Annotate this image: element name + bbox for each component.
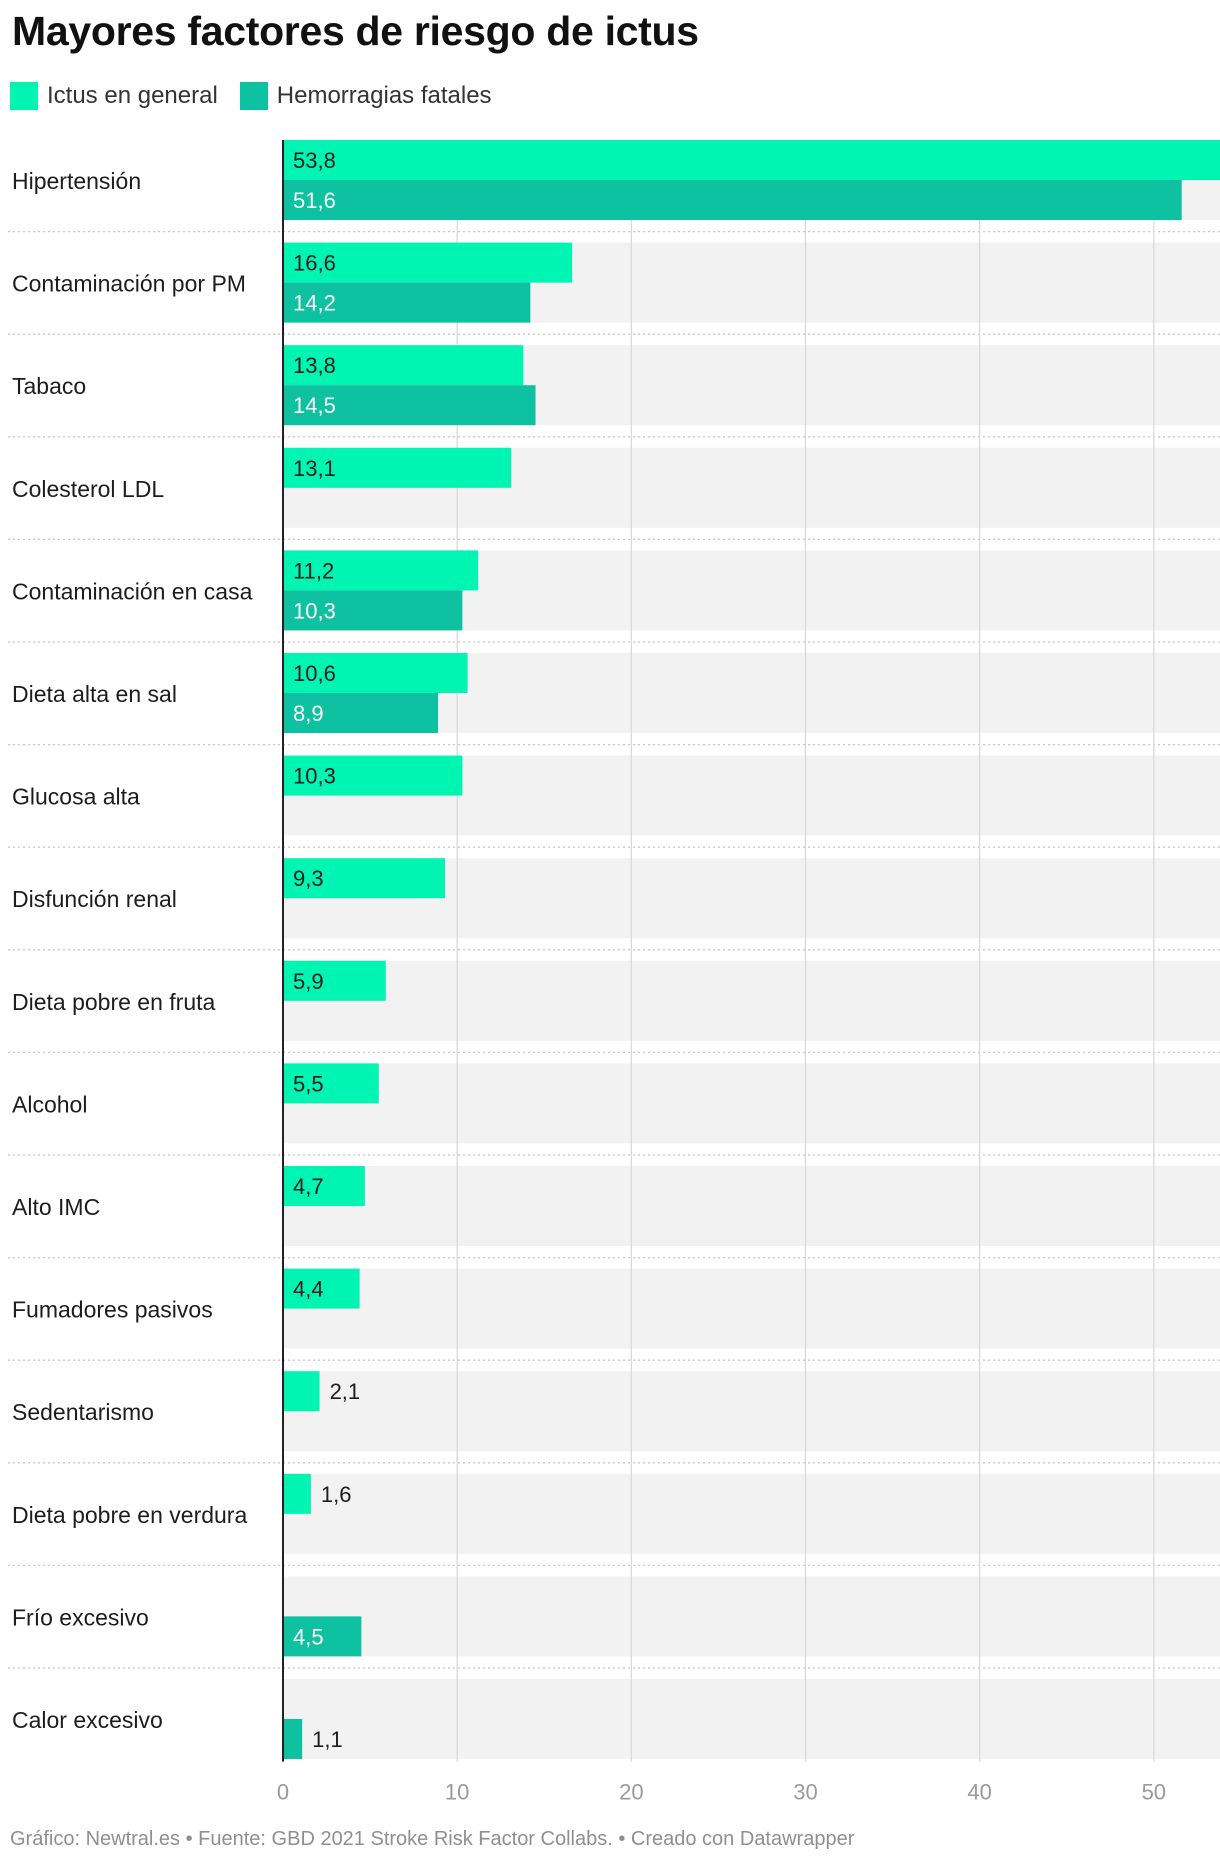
bar-ictus-en-general-hipertension <box>283 140 1220 180</box>
data-label-ictus-en-general-dieta-pobre-en-fruta: 5,9 <box>293 969 324 994</box>
footer-credits: Gráfico: Newtral.es • Fuente: GBD 2021 S… <box>10 1828 855 1850</box>
row-background-dieta-pobre-en-fruta <box>283 960 1220 1041</box>
category-label-contaminacion-en-casa: Contaminación en casa <box>12 578 253 604</box>
category-label-disfuncion-renal: Disfunción renal <box>12 886 177 912</box>
x-tick-label-40: 40 <box>967 1780 991 1805</box>
bar-ictus-en-general-alcohol <box>283 1063 379 1104</box>
data-label-ictus-en-general-alto-imc: 4,7 <box>293 1174 324 1199</box>
row-background-dieta-pobre-en-verdura <box>283 1473 1220 1554</box>
bar-ictus-en-general-contaminacion-en-casa <box>283 550 479 591</box>
bar-hemorragias-fatales-contaminacion-por-pm <box>283 282 531 323</box>
bar-ictus-en-general-sedentarismo <box>283 1371 320 1412</box>
data-label-hemorragias-fatales-calor-excesivo: 1,1 <box>312 1727 343 1752</box>
data-label-ictus-en-general-disfuncion-renal: 9,3 <box>293 866 324 891</box>
row-background-fumadores-pasivos <box>283 1268 1220 1349</box>
category-label-colesterol-ldl: Colesterol LDL <box>12 476 164 502</box>
row-background-frio-excesivo <box>283 1576 1220 1657</box>
x-tick-label-20: 20 <box>619 1780 643 1805</box>
bar-chart: 0 10 20 30 40 50 Hipertensión 53,8 51,6 Contamina… <box>8 140 1220 1805</box>
bar-ictus-en-general-glucosa-alta <box>283 755 463 796</box>
category-label-dieta-alta-en-sal: Dieta alta en sal <box>12 681 177 707</box>
row-background-sedentarismo <box>283 1371 1220 1452</box>
bar-hemorragias-fatales-calor-excesivo <box>283 1719 303 1759</box>
category-label-glucosa-alta: Glucosa alta <box>12 784 140 810</box>
category-label-alcohol: Alcohol <box>12 1091 87 1117</box>
legend-label-hemorragias: Hemorragias fatales <box>276 82 492 109</box>
data-label-ictus-en-general-dieta-alta-en-sal: 10,6 <box>293 661 336 686</box>
row-background-alcohol <box>283 1063 1220 1144</box>
data-label-hemorragias-fatales-dieta-alta-en-sal: 8,9 <box>293 701 324 726</box>
category-label-dieta-pobre-en-fruta: Dieta pobre en fruta <box>12 989 216 1015</box>
category-label-sedentarismo: Sedentarismo <box>12 1399 154 1425</box>
data-label-ictus-en-general-sedentarismo: 2,1 <box>330 1379 361 1404</box>
legend-item-hemorragias: Hemorragias fatales <box>239 82 492 110</box>
x-tick-label-50: 50 <box>1142 1780 1166 1805</box>
bar-ictus-en-general-dieta-alta-en-sal <box>283 653 468 693</box>
category-label-hipertension: Hipertensión <box>12 168 141 194</box>
data-label-ictus-en-general-hipertension: 53,8 <box>293 148 336 173</box>
bar-ictus-en-general-contaminacion-por-pm <box>283 242 573 283</box>
chart-title: Mayores factores de riesgo de ictus <box>12 8 699 54</box>
bar-hemorragias-fatales-tabaco <box>283 385 536 426</box>
data-label-hemorragias-fatales-contaminacion-en-casa: 10,3 <box>293 598 336 623</box>
x-tick-label-0: 0 <box>277 1780 289 1805</box>
bar-ictus-en-general-fumadores-pasivos <box>283 1268 360 1309</box>
data-label-ictus-en-general-glucosa-alta: 10,3 <box>293 764 336 789</box>
category-label-calor-excesivo: Calor excesivo <box>12 1707 163 1733</box>
data-label-hemorragias-fatales-frio-excesivo: 4,5 <box>293 1624 324 1649</box>
x-tick-label-10: 10 <box>445 1780 469 1805</box>
row-background-alto-imc <box>283 1166 1220 1246</box>
legend-item-ictus-general: Ictus en general <box>10 82 218 110</box>
bar-ictus-en-general-tabaco <box>283 345 524 386</box>
data-label-ictus-en-general-alcohol: 5,5 <box>293 1071 324 1096</box>
row-background-calor-excesivo <box>283 1679 1220 1759</box>
category-label-dieta-pobre-en-verdura: Dieta pobre en verdura <box>12 1502 247 1528</box>
category-label-tabaco: Tabaco <box>12 373 86 399</box>
data-label-hemorragias-fatales-tabaco: 14,5 <box>293 393 336 418</box>
data-label-hemorragias-fatales-contaminacion-por-pm: 14,2 <box>293 291 336 316</box>
data-label-ictus-en-general-contaminacion-en-casa: 11,2 <box>293 558 334 583</box>
bar-ictus-en-general-dieta-pobre-en-verdura <box>283 1473 311 1514</box>
bar-hemorragias-fatales-frio-excesivo <box>283 1616 362 1657</box>
legend: Ictus en general Hemorragias fatales <box>10 82 492 110</box>
category-label-contaminacion-por-pm: Contaminación por PM <box>12 271 246 297</box>
bar-ictus-en-general-disfuncion-renal <box>283 858 445 899</box>
data-label-hemorragias-fatales-hipertension: 51,6 <box>293 188 336 213</box>
data-label-ictus-en-general-colesterol-ldl: 13,1 <box>293 456 336 481</box>
bar-ictus-en-general-dieta-pobre-en-fruta <box>283 960 386 1001</box>
category-label-alto-imc: Alto IMC <box>12 1194 100 1220</box>
data-label-ictus-en-general-fumadores-pasivos: 4,4 <box>293 1277 324 1302</box>
bar-ictus-en-general-colesterol-ldl <box>283 447 512 488</box>
category-label-fumadores-pasivos: Fumadores pasivos <box>12 1297 213 1323</box>
legend-swatch-ictus-general <box>10 82 38 110</box>
legend-label-ictus-general: Ictus en general <box>47 82 218 109</box>
bar-hemorragias-fatales-dieta-alta-en-sal <box>283 693 439 733</box>
category-label-frio-excesivo: Frío excesivo <box>12 1604 149 1630</box>
bar-ictus-en-general-alto-imc <box>283 1166 365 1206</box>
data-label-ictus-en-general-tabaco: 13,8 <box>293 353 336 378</box>
data-label-ictus-en-general-dieta-pobre-en-verdura: 1,6 <box>321 1482 352 1507</box>
data-label-ictus-en-general-contaminacion-por-pm: 16,6 <box>293 251 336 276</box>
legend-swatch-hemorragias <box>239 82 268 110</box>
x-tick-label-30: 30 <box>793 1780 817 1805</box>
bar-hemorragias-fatales-contaminacion-en-casa <box>283 590 463 631</box>
bar-hemorragias-fatales-hipertension <box>283 180 1182 220</box>
